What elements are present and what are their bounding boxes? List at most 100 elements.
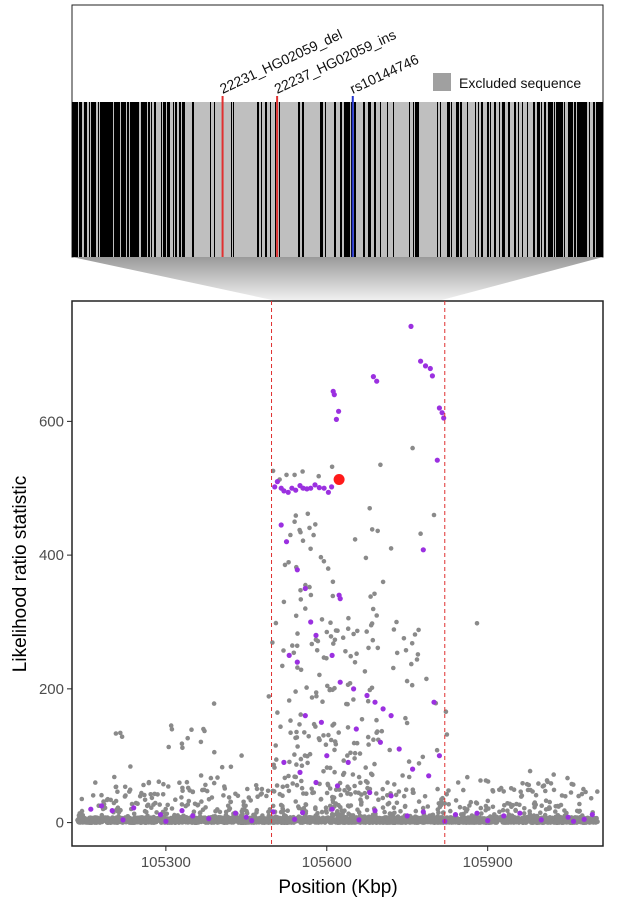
data-point [274,783,280,788]
highlight-point [297,769,303,776]
excluded-stripe [593,102,594,257]
data-point [354,651,359,656]
data-point [253,783,259,788]
data-point [78,820,84,825]
data-point [374,717,379,723]
y-axis-ticks: 0 200 400 600 [39,413,72,832]
data-point [406,759,412,764]
excluded-stripe [495,102,496,257]
highlight-point [374,378,380,384]
data-point [324,810,329,815]
highlight-point [316,485,322,491]
data-point [165,802,170,808]
excluded-stripe [143,102,144,257]
data-point [536,781,541,786]
data-point [152,791,157,797]
data-point [574,808,580,814]
data-point [112,774,117,780]
excluded-stripe [538,102,539,257]
data-point [189,727,194,732]
data-point [435,786,440,792]
highlight-point [308,485,314,491]
highlight-point [190,813,196,819]
data-point [392,782,397,787]
excluded-stripe [141,102,142,257]
data-point [371,737,376,742]
y-tick-label: 600 [39,413,64,430]
data-point [517,818,523,824]
data-point [302,818,308,823]
data-point [352,783,357,789]
excluded-stripe [138,102,139,257]
excluded-stripe [508,102,510,257]
data-point [223,817,228,822]
excluded-stripe [233,102,234,257]
data-point [125,814,131,819]
data-point [394,650,400,656]
data-point [278,809,284,815]
data-point [228,799,234,805]
data-point [528,787,533,793]
data-point [412,632,418,637]
x-axis-ticks: 105300 105600 105900 [141,846,513,871]
data-point [420,805,426,811]
data-point [203,819,208,825]
excluded-stripe [85,102,86,257]
data-point [446,788,451,793]
data-point [366,645,371,651]
data-point [266,813,272,818]
data-point [553,814,559,819]
excluded-stripe [584,102,585,257]
excluded-stripe [374,102,376,257]
highlight-point [436,405,442,411]
data-point [317,672,322,678]
data-point [313,690,319,695]
data-point [157,802,162,807]
excluded-stripe [182,102,183,257]
data-point [208,775,214,781]
highlight-point [98,803,105,809]
data-point [181,813,186,819]
data-point [132,819,138,824]
data-point [291,650,297,656]
data-point [261,819,266,825]
data-point [553,819,559,825]
data-point [113,731,119,736]
data-point [388,546,394,551]
excluded-stripe [559,102,560,257]
data-point [137,793,143,799]
excluded-stripe [574,102,575,257]
data-point [351,631,356,637]
data-point [79,796,85,802]
data-point [271,762,277,768]
excluded-stripe [534,102,535,257]
highlight-point [329,806,335,812]
data-point [518,789,523,794]
excluded-stripe [522,102,523,257]
data-point [136,819,142,825]
data-point [435,807,441,812]
excluded-stripe [210,102,211,257]
data-point [448,808,453,814]
excluded-stripe [550,102,551,257]
data-point [588,796,594,801]
data-point [99,792,104,798]
data-point [369,621,375,626]
data-point [474,621,480,626]
excluded-stripe [74,102,75,257]
data-point [414,657,420,662]
data-point [479,811,484,816]
data-point [362,669,368,674]
excluded-stripe [105,102,106,257]
data-point [394,800,400,806]
excluded-stripe [279,102,280,257]
data-point [246,795,252,800]
excluded-stripe [597,102,598,257]
data-point [118,730,123,736]
highlight-point [388,713,394,719]
excluded-stripe [257,102,259,257]
data-point [438,802,444,808]
data-point [321,733,326,738]
excluded-stripe [321,102,323,257]
data-point [115,809,120,814]
